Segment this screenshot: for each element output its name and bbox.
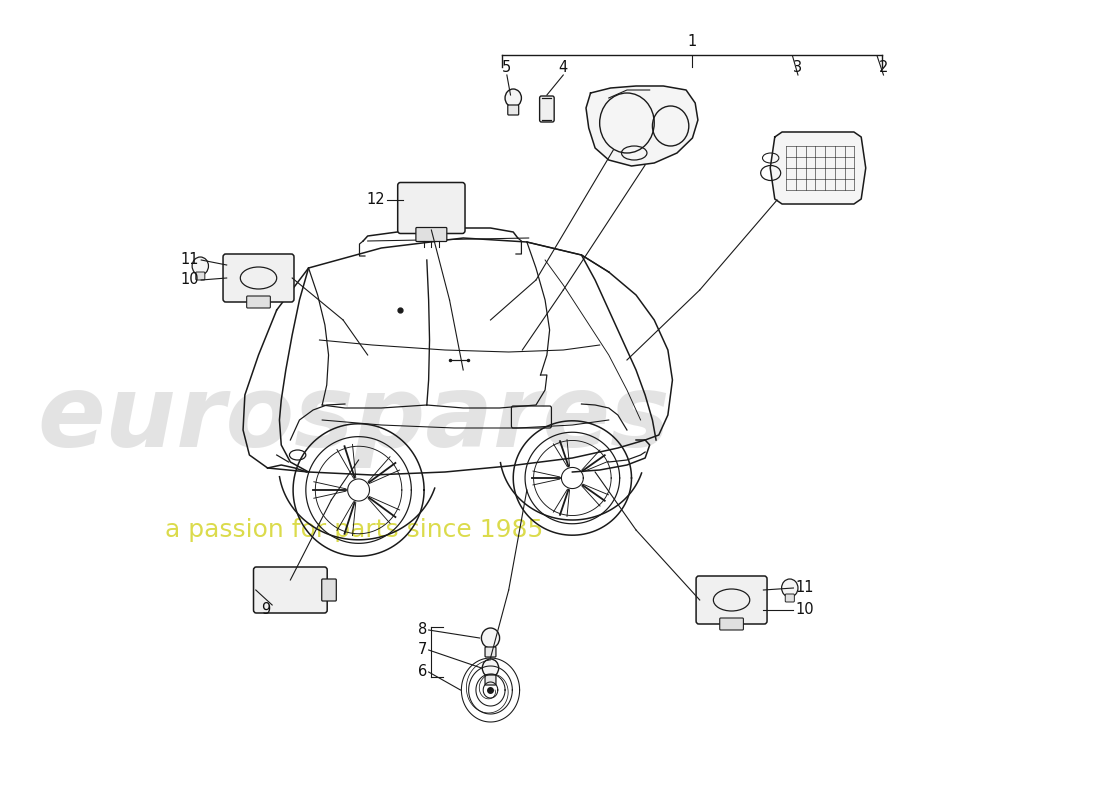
Text: 10: 10 — [180, 273, 199, 287]
Text: eurospares: eurospares — [37, 371, 670, 469]
FancyBboxPatch shape — [696, 576, 767, 624]
Text: 9: 9 — [261, 602, 271, 618]
FancyBboxPatch shape — [196, 272, 205, 280]
FancyBboxPatch shape — [223, 254, 294, 302]
FancyBboxPatch shape — [416, 227, 447, 242]
Text: 6: 6 — [418, 665, 427, 679]
Text: 3: 3 — [793, 61, 803, 75]
FancyBboxPatch shape — [398, 182, 465, 234]
Text: a passion for parts since 1985: a passion for parts since 1985 — [165, 518, 543, 542]
Text: 2: 2 — [879, 61, 888, 75]
Text: 7: 7 — [417, 642, 427, 658]
Text: 8: 8 — [418, 622, 427, 638]
FancyBboxPatch shape — [540, 96, 554, 122]
FancyBboxPatch shape — [246, 296, 271, 308]
Text: 5: 5 — [503, 61, 512, 75]
Text: 1: 1 — [688, 34, 697, 50]
Circle shape — [782, 579, 797, 597]
FancyBboxPatch shape — [253, 567, 327, 613]
Polygon shape — [770, 132, 866, 204]
Circle shape — [482, 628, 499, 648]
FancyBboxPatch shape — [508, 105, 519, 115]
Circle shape — [482, 659, 498, 677]
Text: 11: 11 — [180, 253, 199, 267]
FancyBboxPatch shape — [785, 594, 794, 602]
Circle shape — [192, 257, 209, 275]
Text: 11: 11 — [795, 581, 814, 595]
Circle shape — [505, 89, 521, 107]
Text: 10: 10 — [795, 602, 814, 618]
Text: 4: 4 — [559, 61, 568, 75]
FancyBboxPatch shape — [485, 647, 496, 657]
FancyBboxPatch shape — [485, 675, 496, 685]
FancyBboxPatch shape — [719, 618, 744, 630]
Polygon shape — [586, 86, 697, 166]
FancyBboxPatch shape — [321, 579, 337, 601]
Text: 12: 12 — [366, 193, 385, 207]
